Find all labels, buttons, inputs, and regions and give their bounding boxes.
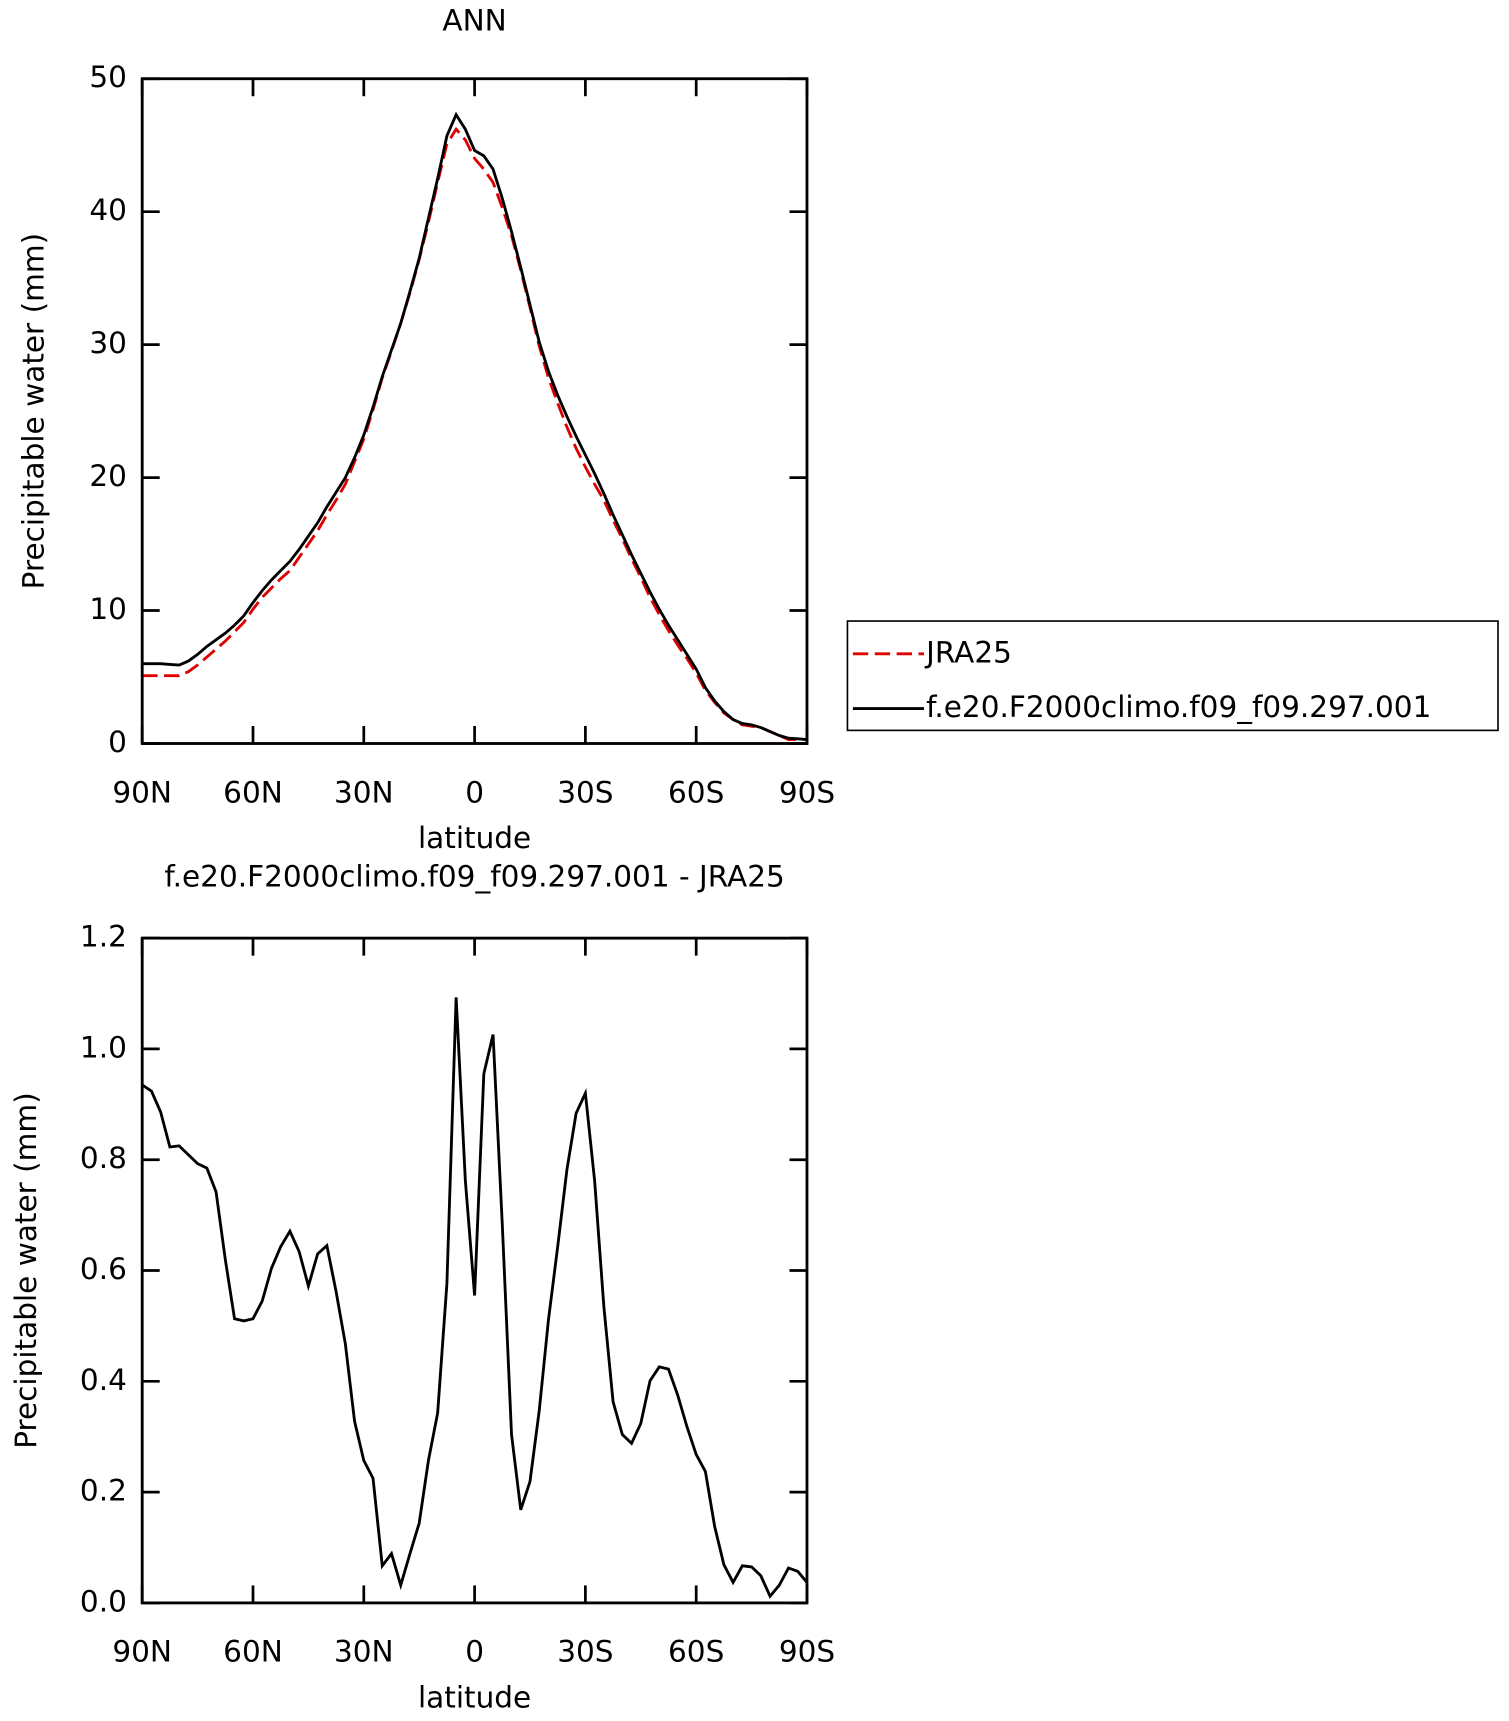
x-tick-label: 90N (112, 1635, 172, 1669)
x-tick-label: 30N (334, 775, 394, 809)
y-tick-label: 0.2 (80, 1474, 127, 1508)
x-tick-label: 0 (465, 1635, 484, 1669)
chart-title: ANN (442, 3, 506, 37)
plot-frame (140, 936, 809, 1605)
data-line (141, 997, 809, 1599)
x-tick-label: 90S (779, 775, 835, 809)
y-tick-label: 0.4 (80, 1363, 127, 1397)
plot-frame (140, 77, 809, 745)
x-axis-label: latitude (418, 1681, 531, 1715)
legend-label: f.e20.F2000climo.f09_f09.297.001 (926, 690, 1431, 724)
y-tick-label: 20 (89, 459, 127, 493)
y-tick-label: 1.2 (80, 920, 127, 954)
x-tick-label: 0 (465, 775, 484, 809)
y-tick-label: 0 (108, 725, 127, 759)
x-tick-label: 30N (334, 1635, 394, 1669)
x-tick-label: 30S (557, 775, 613, 809)
x-axis-label: latitude (418, 821, 531, 855)
y-tick-label: 0.6 (80, 1252, 127, 1286)
data-line (142, 126, 807, 741)
x-tick-label: 30S (557, 1635, 613, 1669)
y-tick-label: 10 (89, 592, 127, 626)
y-tick-label: 50 (89, 60, 127, 94)
x-tick-label: 60S (668, 1635, 724, 1669)
x-tick-label: 60S (668, 775, 724, 809)
data-line (142, 111, 808, 741)
y-tick-label: 0.8 (80, 1141, 127, 1175)
x-tick-label: 60N (223, 1635, 283, 1669)
chart-title: f.e20.F2000climo.f09_f09.297.001 - JRA25 (164, 859, 784, 893)
y-axis-label: Precipitable water (mm) (17, 233, 51, 589)
legend-box (846, 620, 1499, 732)
x-tick-label: 60N (223, 775, 283, 809)
y-tick-label: 1.0 (80, 1030, 127, 1064)
x-tick-label: 90S (779, 1635, 835, 1669)
y-tick-label: 0.0 (80, 1584, 127, 1618)
legend-label: JRA25 (924, 635, 1012, 669)
y-axis-label: Precipitable water (mm) (9, 1092, 43, 1448)
x-tick-label: 90N (112, 775, 172, 809)
y-tick-label: 30 (89, 326, 127, 360)
y-tick-label: 40 (89, 193, 127, 227)
